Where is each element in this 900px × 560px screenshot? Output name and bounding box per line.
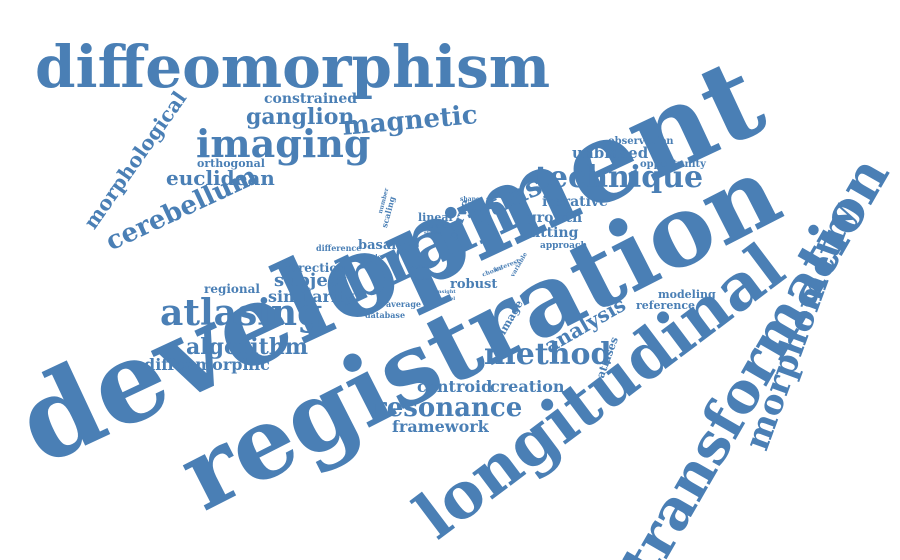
word-constrained: constrained [264, 91, 358, 107]
word-subject: subject [274, 270, 348, 291]
word-opportunity: opportunity [640, 159, 706, 170]
word-average: average [386, 299, 422, 309]
word-diffeomorphic: diffeomorphic [144, 355, 270, 374]
word-orthogonal: orthogonal [197, 157, 265, 170]
word-stable: stable [424, 230, 441, 236]
word-ganglion: ganglion [246, 104, 355, 130]
word-euclidean: euclidean [166, 166, 275, 190]
word-diffeomorphism: diffeomorphism [35, 33, 551, 101]
word-method: method [484, 337, 612, 372]
word-unbiased: unbiased [572, 144, 649, 162]
word-iterative: iterative [542, 194, 608, 210]
word-growth: growth [527, 210, 583, 226]
word-region: region [410, 264, 429, 270]
word-imaging: imaging [196, 121, 371, 166]
word-insight: insight [436, 289, 456, 295]
word-model: model [438, 296, 456, 302]
word-algorithm: algorithm [186, 334, 309, 360]
word-factor: factor [414, 276, 431, 282]
word-centroid: centroid [417, 377, 493, 396]
word-resonance: resonance [373, 393, 523, 423]
word-framework: framework [392, 417, 489, 436]
word-magnetic: magnetic [340, 100, 479, 142]
word-database: database [365, 310, 406, 320]
word-regional: regional [204, 282, 260, 296]
word-observation: observation [608, 136, 674, 147]
word-gender: gender [361, 254, 385, 261]
word-technique: technique [535, 160, 704, 195]
word-shape: shape [460, 196, 480, 203]
word-reference: reference [636, 299, 696, 312]
word-approach: approach [540, 241, 588, 251]
word-creation: creation [490, 377, 565, 396]
word-basal: basal [358, 238, 397, 253]
word-modeling: modeling [658, 288, 716, 301]
word-fitting: fitting [530, 225, 579, 241]
word-robust: robust [450, 277, 498, 292]
word-linear: linear [418, 211, 455, 224]
word-extract: extract [422, 223, 446, 230]
word-difference: difference [316, 243, 362, 253]
word-similarity: similarity [268, 287, 354, 306]
word-direction: direction [285, 261, 347, 275]
word-atlasing: atlasing [160, 292, 323, 334]
